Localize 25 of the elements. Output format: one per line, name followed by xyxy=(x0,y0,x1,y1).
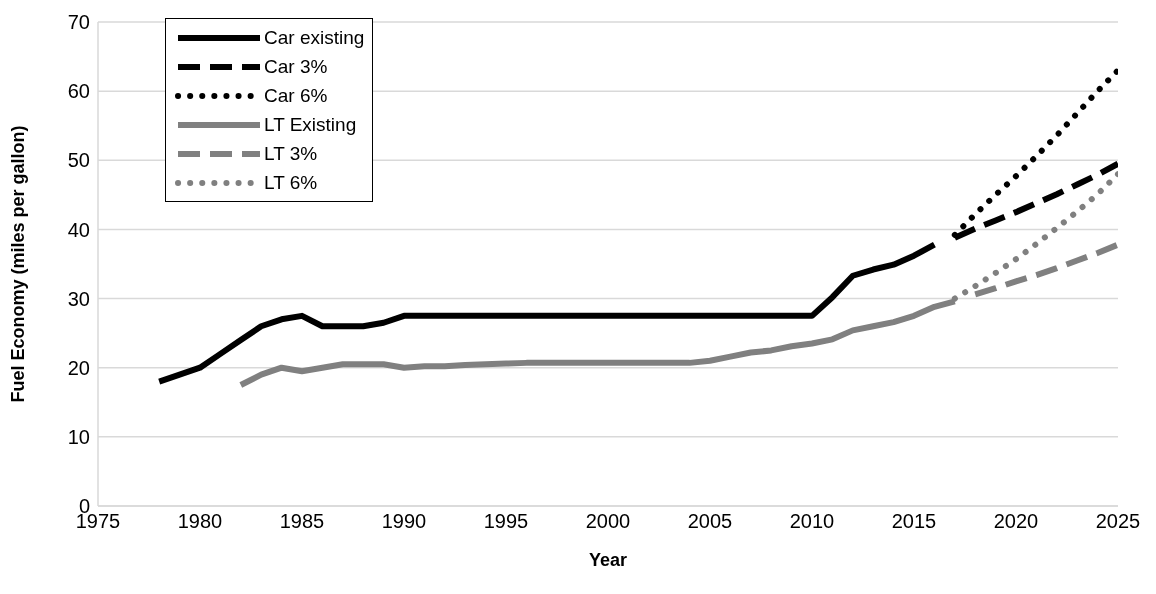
legend-label: Car 6% xyxy=(264,84,328,107)
legend-label: LT Existing xyxy=(264,113,357,136)
y-tick-label: 20 xyxy=(67,356,90,379)
y-tick-label: 10 xyxy=(67,425,90,448)
legend-label: Car existing xyxy=(264,26,365,49)
x-tick-label: 2005 xyxy=(687,510,733,533)
x-tick-label: 1995 xyxy=(483,510,529,533)
x-tick-label: 2020 xyxy=(993,510,1039,533)
x-tick-label: 2025 xyxy=(1095,510,1141,533)
x-tick-label: 1990 xyxy=(381,510,427,533)
legend-label: LT 3% xyxy=(264,142,318,165)
x-tick-label: 1985 xyxy=(279,510,325,533)
legend-label: LT 6% xyxy=(264,171,318,194)
y-tick-label: 70 xyxy=(67,11,90,34)
x-tick-label: 2000 xyxy=(585,510,631,533)
x-tick-label: 1980 xyxy=(177,510,223,533)
x-tick-label: 2015 xyxy=(891,510,937,533)
x-tick-label: 2010 xyxy=(789,510,835,533)
y-axis-title: Fuel Economy (miles per gallon) xyxy=(8,125,29,403)
x-axis-title: Year xyxy=(588,550,628,570)
y-tick-label: 40 xyxy=(67,218,90,241)
legend-label: Car 3% xyxy=(264,55,328,78)
y-tick-label: 30 xyxy=(67,287,90,310)
y-tick-label: 50 xyxy=(67,149,90,172)
y-tick-label: 60 xyxy=(67,80,90,103)
